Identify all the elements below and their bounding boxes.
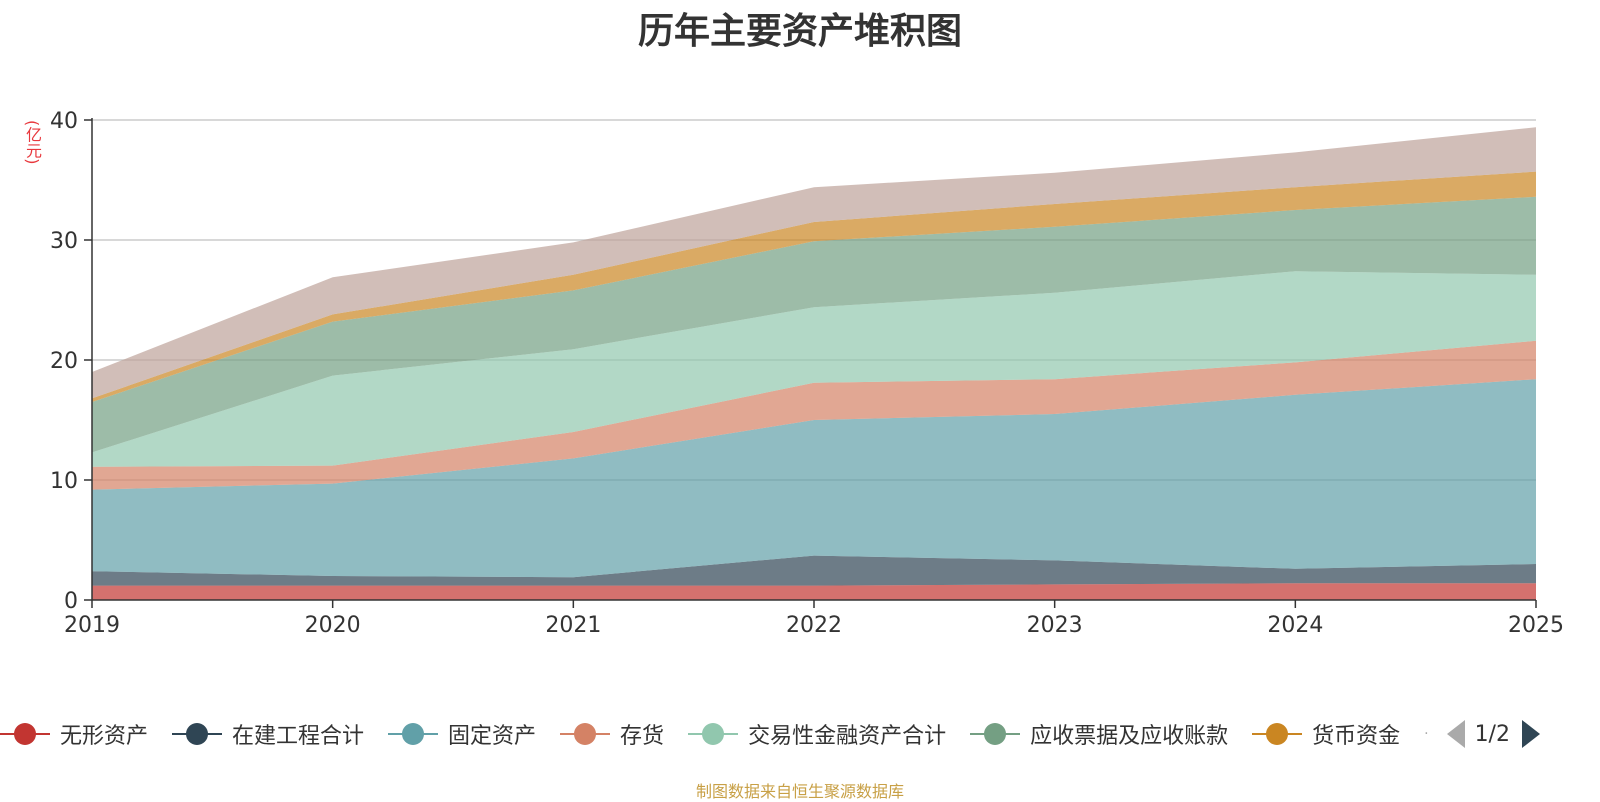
- x-tick-label: 2019: [64, 613, 120, 638]
- area-3: [92, 340, 1536, 490]
- x-tick-label: 2025: [1508, 613, 1564, 638]
- x-tick-label: 2024: [1267, 613, 1323, 638]
- legend-marker-icon: [1252, 722, 1303, 746]
- x-tick-label: 2021: [545, 613, 601, 638]
- y-tick-label: 30: [50, 229, 78, 254]
- y-tick-label: 20: [50, 349, 78, 374]
- tick-labels: 0 10 20 30 40 2019 2020 2021 2022 2023 2024 2025: [50, 109, 1564, 638]
- legend-item[interactable]: 固定资产: [388, 718, 536, 750]
- legend-more-indicator: ·: [1424, 726, 1429, 742]
- area-series: [92, 127, 1536, 600]
- stacked-area-chart: 0 10 20 30 40 2019 2020 2021 2022 2023 2024 2025: [50, 109, 1564, 638]
- legend-label: 交易性金融资产合计: [748, 724, 947, 749]
- legend-pager: 1/2: [1446, 720, 1540, 748]
- area-1: [92, 555, 1536, 586]
- area-6: [92, 171, 1536, 402]
- area-5: [92, 196, 1536, 453]
- y-tick-label: 10: [50, 469, 78, 494]
- legend-prev-page-icon[interactable]: [1446, 720, 1465, 748]
- legend-marker-icon: [0, 722, 50, 746]
- x-tick-label: 2023: [1027, 613, 1083, 638]
- x-tick-label: 2020: [305, 613, 361, 638]
- y-tick-label: 40: [50, 109, 78, 134]
- area-2: [92, 379, 1536, 578]
- legend-item[interactable]: 应收票据及应收账款: [970, 718, 1228, 750]
- legend-item[interactable]: 货币资金: [1252, 718, 1400, 750]
- legend-item[interactable]: 交易性金融资产合计: [688, 718, 946, 750]
- legend-marker-icon: [688, 722, 739, 746]
- legend-item[interactable]: 在建工程合计: [172, 718, 364, 750]
- legend-label: 无形资产: [60, 724, 149, 749]
- chart-title: 历年主要资产堆积图: [637, 11, 962, 52]
- y-axis-unit-label: (亿元): [23, 120, 42, 165]
- x-tick-label: 2022: [786, 613, 842, 638]
- legend-label: 存货: [620, 724, 665, 749]
- legend: 无形资产 在建工程合计 固定资产 存货 交易性金融资产合计 应收票据及应收账款 货币资金 ·…: [0, 716, 1600, 752]
- legend-marker-icon: [172, 722, 223, 746]
- y-tick-label: 0: [64, 589, 78, 614]
- legend-marker-icon: [560, 722, 611, 746]
- source-note: 制图数据来自恒生聚源数据库: [695, 782, 904, 801]
- legend-label: 应收票据及应收账款: [1030, 724, 1229, 749]
- legend-label: 固定资产: [448, 724, 537, 749]
- axes: [84, 118, 1537, 608]
- area-0: [92, 583, 1536, 600]
- legend-label: 货币资金: [1312, 724, 1401, 749]
- legend-item[interactable]: 无形资产: [0, 718, 148, 750]
- area-4: [92, 271, 1536, 467]
- legend-next-page-icon[interactable]: [1521, 720, 1540, 748]
- legend-marker-icon: [970, 722, 1021, 746]
- legend-page-indicator: 1/2: [1474, 721, 1510, 747]
- legend-label: 在建工程合计: [232, 724, 365, 749]
- legend-marker-icon: [388, 722, 439, 746]
- area-7: [92, 127, 1536, 399]
- legend-item[interactable]: 存货: [560, 718, 664, 750]
- legend-items: 无形资产 在建工程合计 固定资产 存货 交易性金融资产合计 应收票据及应收账款 货币资金: [0, 718, 1424, 750]
